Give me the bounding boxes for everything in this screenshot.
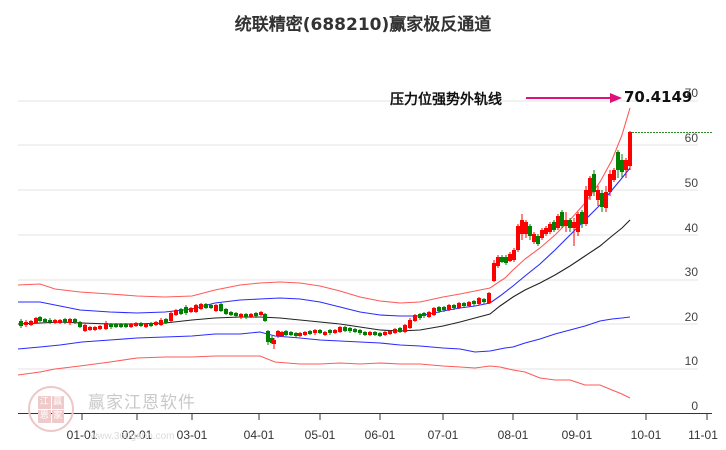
x-tick-label: 03-01 bbox=[176, 428, 208, 442]
y-tick-label: 40 bbox=[684, 221, 698, 235]
x-tick-label: 11-01 bbox=[688, 428, 718, 442]
chart-title: 统联精密(688210)赢家极反通道 bbox=[234, 15, 492, 35]
candle bbox=[266, 292, 491, 349]
upper-outer-band bbox=[17, 107, 631, 304]
watermark-logo-char: 家 bbox=[51, 410, 64, 423]
grid-lines bbox=[18, 100, 698, 370]
x-tick-label: 05-01 bbox=[304, 428, 336, 442]
y-tick-label: 70 bbox=[684, 86, 698, 100]
candlesticks bbox=[19, 131, 632, 349]
y-tick-label: 30 bbox=[684, 265, 698, 279]
y-tick-label: 60 bbox=[684, 131, 698, 145]
candle bbox=[492, 131, 632, 282]
x-tick-label: 09-01 bbox=[561, 428, 593, 442]
y-tick-label: 10 bbox=[684, 354, 698, 368]
x-tick-label: 10-01 bbox=[630, 428, 662, 442]
x-tick-label: 07-01 bbox=[427, 428, 459, 442]
x-tick-label: 06-01 bbox=[364, 428, 396, 442]
annotation-value: 70.4149 bbox=[624, 88, 693, 106]
x-tick-label: 02-01 bbox=[121, 428, 153, 442]
watermark-logo-char: 赢 bbox=[51, 396, 64, 409]
watermark-text: 赢家江恩软件 bbox=[88, 393, 196, 413]
watermark-logo-char: 江 bbox=[38, 396, 51, 409]
watermark-logo-icon: 江 赢 恩 家 bbox=[28, 386, 74, 432]
watermark-url: www.360gann.com bbox=[90, 431, 175, 442]
candle bbox=[19, 303, 267, 332]
annotation-label: 压力位强势外轨线 bbox=[390, 92, 502, 108]
upper-inner-band bbox=[18, 167, 631, 317]
x-tick-label: 04-01 bbox=[243, 428, 275, 442]
y-tick-label: 50 bbox=[684, 176, 698, 190]
x-tick-label: 08-01 bbox=[497, 428, 529, 442]
x-axis bbox=[18, 413, 712, 420]
lower-outer-band bbox=[17, 355, 631, 399]
y-tick-label: 20 bbox=[684, 310, 698, 324]
x-tick-label: 01-01 bbox=[66, 428, 98, 442]
annotation-arrow bbox=[526, 93, 622, 103]
y-tick-label: 0 bbox=[691, 399, 698, 413]
watermark-logo-char: 恩 bbox=[38, 410, 51, 423]
lower-inner-band bbox=[17, 316, 631, 353]
